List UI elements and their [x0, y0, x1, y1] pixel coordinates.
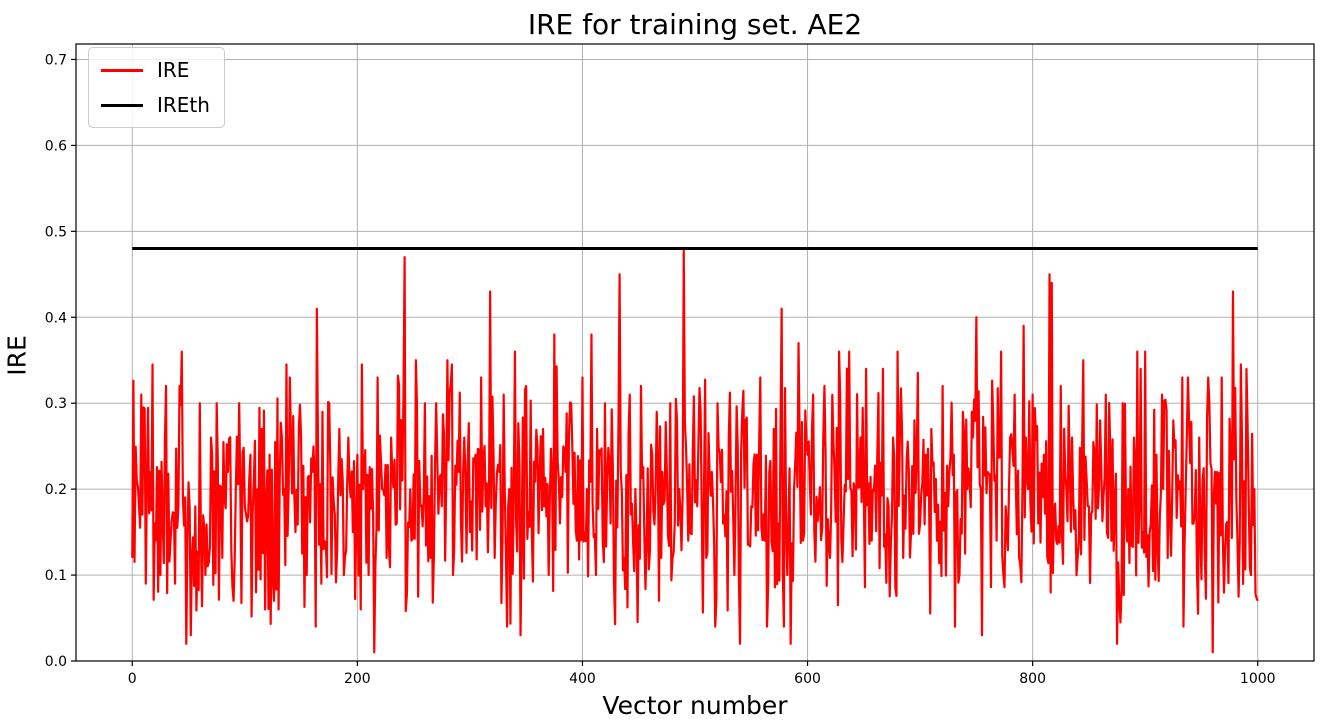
axes-frame [75, 43, 1315, 662]
x-tick-label: 200 [344, 671, 371, 687]
y-tick-label: 0.5 [45, 224, 67, 240]
chart-title: IRE for training set. AE2 [527, 8, 863, 41]
y-tick-label: 0.2 [45, 482, 67, 498]
legend-label-ire: IRE [157, 58, 190, 82]
y-axis-label: IRE [2, 335, 32, 376]
legend-label-ireth: IREth [157, 93, 210, 117]
y-tick-label: 0.6 [45, 138, 67, 154]
y-tick-label: 0.1 [45, 568, 67, 584]
ire-line-sample-icon [101, 68, 143, 72]
ireth-line-sample-icon [101, 103, 143, 107]
x-tick-label: 800 [1019, 671, 1046, 687]
x-tick-label: 600 [794, 671, 821, 687]
y-tick-label: 0.3 [45, 396, 67, 412]
x-tick-label: 400 [569, 671, 596, 687]
y-tick-label: 0.0 [45, 654, 67, 670]
x-tick-label: 0 [128, 671, 137, 687]
x-tick-label: 1000 [1240, 671, 1276, 687]
legend-item-ireth: IREth [101, 92, 210, 118]
x-axis-label: Vector number [602, 691, 788, 720]
y-tick-label: 0.4 [45, 310, 67, 326]
ire-line [131, 247, 1259, 654]
legend: IRE IREth [88, 47, 225, 128]
legend-item-ire: IRE [101, 57, 210, 83]
y-tick-label: 0.7 [45, 52, 67, 68]
